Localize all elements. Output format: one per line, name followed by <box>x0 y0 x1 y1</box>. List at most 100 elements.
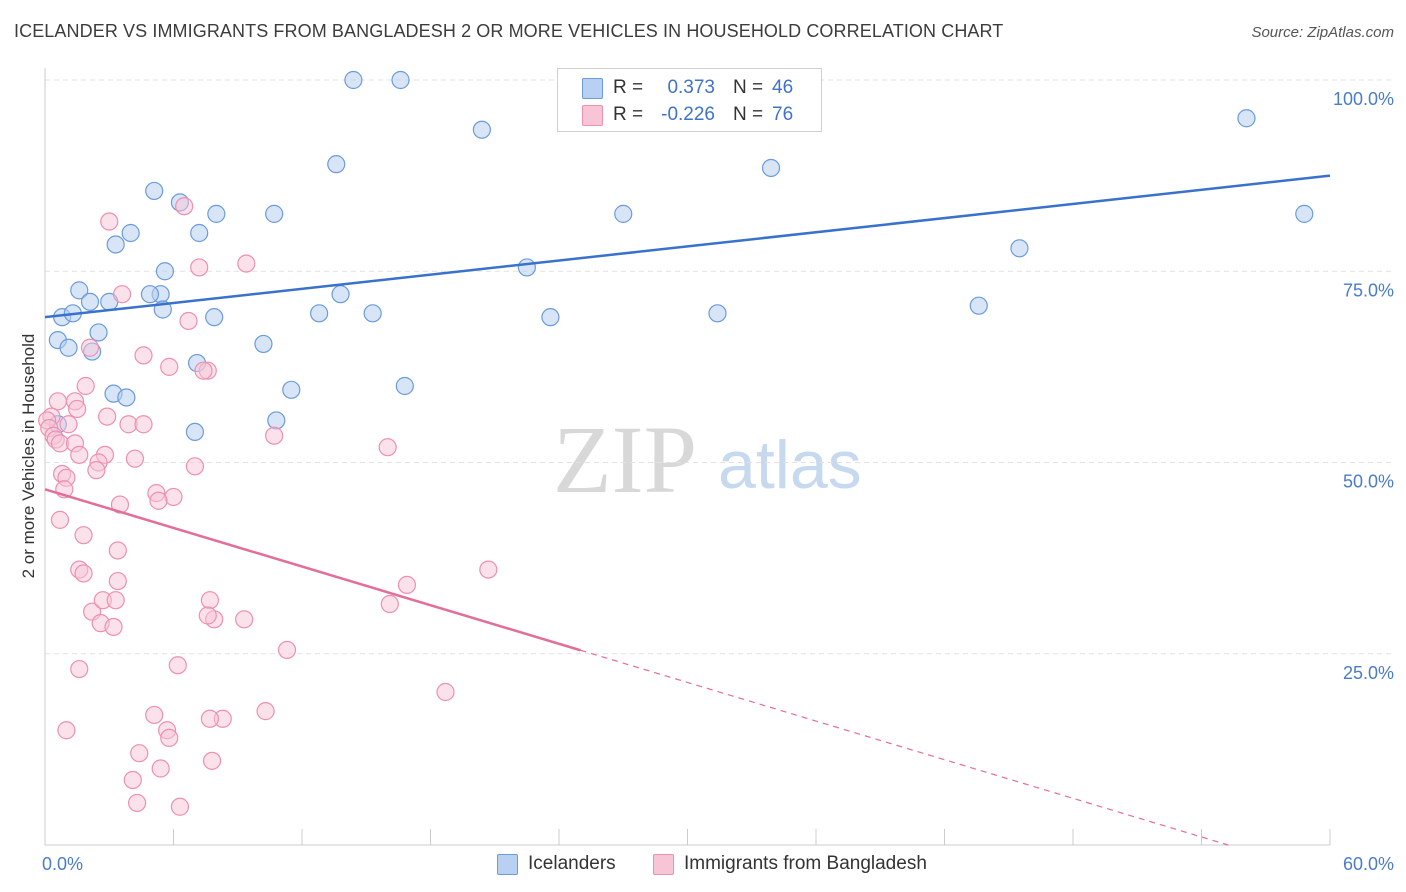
bangladesh-point <box>134 415 153 434</box>
bangladesh-point <box>164 487 183 507</box>
watermark-zip: ZIP <box>553 406 697 513</box>
n-value: 76 <box>772 104 794 125</box>
watermark: ZIP atlas <box>553 406 862 513</box>
icelanders-point <box>155 262 175 281</box>
icelanders-point <box>614 204 633 223</box>
source-attribution: Source: ZipAtlas.com <box>1251 24 1394 41</box>
bangladesh-point <box>57 721 76 740</box>
y-tick-label: 50.0% <box>1343 472 1394 492</box>
n-value: 46 <box>772 77 794 98</box>
bangladesh-swatch <box>582 105 603 126</box>
chart-title: ICELANDER VS IMMIGRANTS FROM BANGLADESH … <box>14 21 1004 41</box>
icelanders-point <box>254 334 273 354</box>
bangladesh-point <box>108 571 127 591</box>
bangladesh-point <box>168 656 187 675</box>
icelanders-point <box>1295 204 1314 223</box>
icelanders-point <box>761 158 781 178</box>
bangladesh-point <box>134 346 153 365</box>
bangladesh-trend-extension <box>580 649 1229 846</box>
icelanders-point <box>140 285 160 304</box>
bangladesh-point <box>479 560 498 579</box>
bangladesh-point <box>436 682 455 702</box>
icelanders-point <box>89 323 108 342</box>
bangladesh-legend-label: Immigrants from Bangladesh <box>684 853 927 874</box>
bangladesh-point <box>145 705 164 725</box>
r-label: R = <box>613 77 644 98</box>
icelanders-point <box>265 204 284 223</box>
icelanders-legend-swatch <box>497 854 518 875</box>
bangladesh-point <box>70 659 89 679</box>
tick-labels: 25.0% 50.0% 75.0% 100.0% 0.0% 60.0% <box>42 89 1394 874</box>
bangladesh-point <box>125 449 145 468</box>
bangladesh-point <box>98 407 117 426</box>
grid-lines <box>45 79 1394 655</box>
bangladesh-point <box>123 770 142 790</box>
icelanders-point <box>310 304 329 323</box>
bangladesh-point <box>175 197 194 216</box>
bangladesh-trend-line <box>44 488 581 652</box>
icelanders-point <box>1237 109 1256 128</box>
bangladesh-point <box>277 640 297 660</box>
icelanders-point <box>541 308 560 327</box>
bangladesh-point <box>200 591 220 610</box>
x-tick-label: 0.0% <box>42 854 83 874</box>
icelanders-point <box>106 235 125 254</box>
bangladesh-point <box>127 793 147 813</box>
r-value: 0.373 <box>667 77 715 98</box>
bangladesh-point <box>202 751 222 770</box>
icelanders-point <box>1010 239 1029 258</box>
bangladesh-point <box>151 759 170 778</box>
bangladesh-point <box>87 461 106 480</box>
icelanders-point <box>207 204 226 223</box>
bangladesh-point <box>106 591 125 610</box>
icelanders-legend-label: Icelanders <box>528 853 616 874</box>
bangladesh-points <box>38 197 498 816</box>
bangladesh-point <box>185 457 205 476</box>
bangladesh-point <box>170 797 190 816</box>
n-label: N = <box>733 77 764 98</box>
bangladesh-point <box>130 744 149 763</box>
icelanders-point <box>59 338 78 357</box>
bangladesh-point <box>108 541 127 560</box>
bangladesh-point <box>100 212 119 231</box>
bangladesh-point <box>256 702 275 721</box>
icelanders-point <box>185 422 205 441</box>
icelanders-point <box>80 292 100 311</box>
icelanders-point <box>282 380 301 399</box>
icelanders-trend-line <box>44 174 1331 319</box>
bangladesh-point <box>50 510 70 529</box>
bangladesh-point <box>235 610 254 629</box>
icelanders-point <box>117 388 136 407</box>
bangladesh-point <box>380 594 399 614</box>
bangladesh-point <box>70 445 89 464</box>
icelanders-point <box>517 258 536 277</box>
y-tick-label: 75.0% <box>1343 280 1394 300</box>
r-value: -0.226 <box>661 104 715 125</box>
watermark-atlas: atlas <box>718 427 862 503</box>
icelanders-point <box>708 304 727 323</box>
bangladesh-point <box>237 254 256 273</box>
icelanders-point <box>267 411 286 430</box>
bangladesh-point <box>76 376 95 396</box>
bangladesh-point <box>74 564 93 583</box>
axes <box>44 68 1331 846</box>
bangladesh-point <box>59 415 78 434</box>
icelanders-point <box>391 70 410 90</box>
icelanders-point <box>121 223 140 243</box>
bangladesh-point <box>265 426 284 445</box>
x-tick-label: 60.0% <box>1343 854 1394 874</box>
bangladesh-point <box>378 438 397 457</box>
correlation-legend: R = 0.373 N = 46 R = -0.226 N = 76 <box>557 68 822 132</box>
icelanders-point <box>331 285 350 304</box>
icelanders-point <box>205 308 224 327</box>
bangladesh-point <box>149 491 168 510</box>
icelanders-point <box>145 181 164 201</box>
icelanders-point <box>969 296 988 315</box>
bangladesh-point <box>200 709 220 728</box>
icelanders-point <box>344 70 363 90</box>
bangladesh-legend-swatch <box>653 854 674 875</box>
r-label: R = <box>613 104 644 125</box>
bangladesh-point <box>160 357 179 376</box>
bangladesh-point <box>194 361 213 380</box>
